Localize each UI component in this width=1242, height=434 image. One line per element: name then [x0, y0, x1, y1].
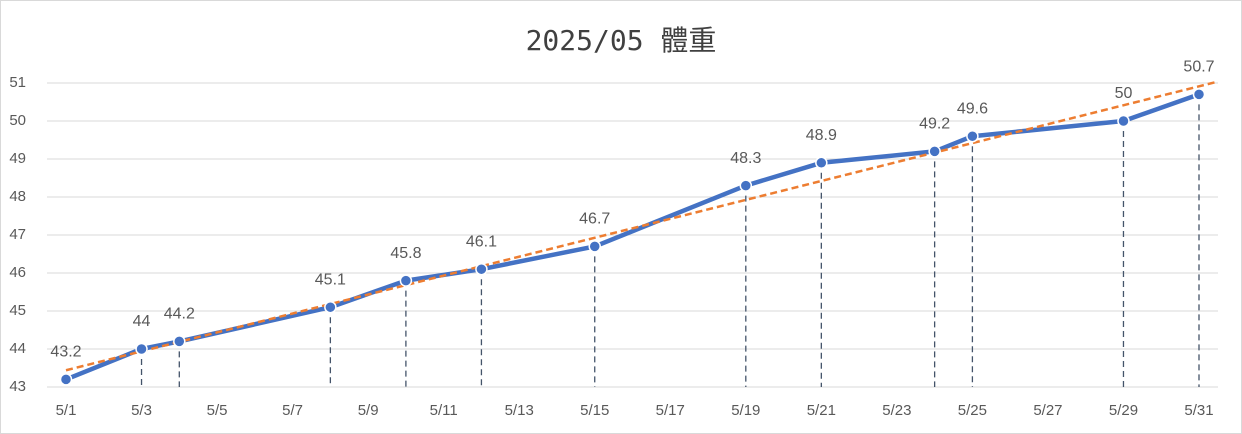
data-label: 45.1 — [315, 271, 346, 288]
y-tick-label: 47 — [9, 226, 26, 243]
data-point — [59, 373, 73, 386]
x-tick-label: 5/3 — [131, 402, 152, 419]
x-tick-label: 5/1 — [56, 402, 77, 419]
x-tick-label: 5/21 — [807, 402, 836, 419]
data-label: 48.9 — [806, 127, 837, 144]
data-label: 49.2 — [919, 116, 950, 133]
y-tick-label: 45 — [9, 302, 26, 319]
x-tick-label: 5/31 — [1184, 402, 1213, 419]
data-label: 44 — [133, 313, 151, 330]
x-tick-label: 5/27 — [1033, 402, 1062, 419]
x-tick-label: 5/17 — [656, 402, 685, 419]
y-tick-label: 49 — [9, 150, 26, 167]
x-tick-label: 5/25 — [958, 402, 987, 419]
data-label: 48.3 — [730, 150, 761, 167]
data-label: 50 — [1115, 85, 1133, 102]
data-label: 45.8 — [390, 245, 421, 262]
y-tick-label: 50 — [9, 112, 26, 129]
y-tick-label: 46 — [9, 264, 26, 281]
y-tick-label: 51 — [9, 74, 26, 91]
data-point — [475, 262, 488, 276]
data-point — [399, 274, 413, 287]
chart-title: 2025/05 體重 — [526, 24, 717, 57]
data-point — [1192, 88, 1206, 101]
y-tick-label: 44 — [9, 340, 26, 357]
data-point — [588, 240, 601, 253]
data-point — [966, 129, 979, 143]
data-label: 43.2 — [50, 344, 81, 361]
data-point — [815, 156, 828, 170]
data-point — [1117, 114, 1130, 128]
data-label: 46.1 — [466, 233, 497, 250]
x-tick-label: 5/19 — [731, 402, 760, 419]
x-tick-label: 5/29 — [1109, 402, 1138, 419]
y-tick-label: 43 — [9, 378, 26, 395]
x-tick-label: 5/5 — [207, 402, 228, 419]
data-point — [928, 145, 941, 158]
x-tick-label: 5/13 — [505, 402, 534, 419]
x-tick-label: 5/15 — [580, 402, 609, 419]
x-tick-label: 5/11 — [430, 402, 458, 419]
data-label: 44.2 — [164, 306, 195, 323]
data-label: 49.6 — [957, 100, 988, 117]
y-tick-label: 48 — [9, 188, 26, 205]
x-tick-label: 5/7 — [282, 402, 303, 419]
x-tick-label: 5/9 — [358, 402, 379, 419]
data-point — [739, 179, 753, 192]
data-point — [173, 335, 186, 348]
data-point — [135, 342, 148, 356]
data-label: 46.7 — [579, 211, 610, 228]
data-point — [324, 300, 337, 314]
data-label: 50.7 — [1183, 59, 1214, 76]
x-tick-label: 5/23 — [882, 402, 911, 419]
